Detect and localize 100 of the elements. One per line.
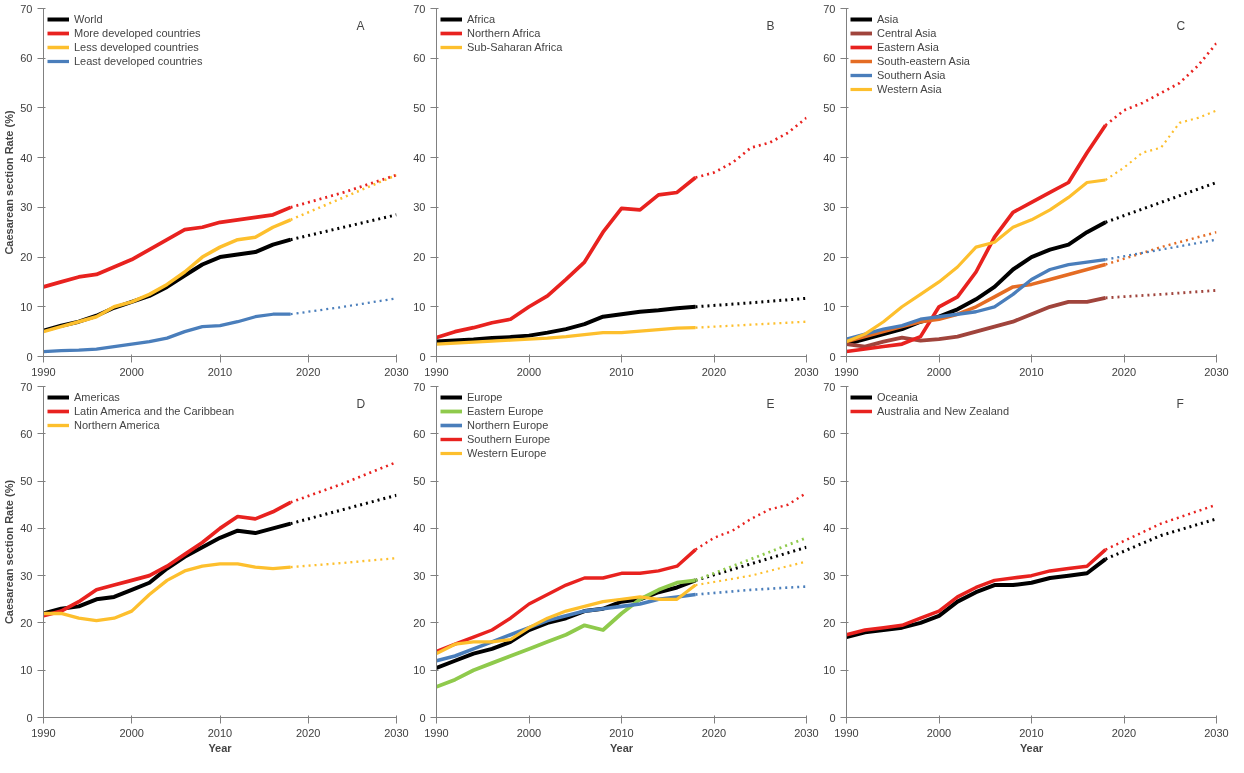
y-axis-title: Caesarean section Rate (%) xyxy=(3,479,16,625)
y-tick-label: 20 xyxy=(413,616,426,629)
x-tick-label: 1990 xyxy=(834,726,859,739)
legend-label: South-eastern Asia xyxy=(877,54,970,68)
x-tick-label: 2000 xyxy=(516,726,542,739)
x-tick-label: 2030 xyxy=(794,726,819,739)
x-tick-label: 2020 xyxy=(701,365,727,378)
x-tick-label: 2000 xyxy=(119,365,144,378)
legend-label: Least developed countries xyxy=(74,54,203,68)
y-tick-label: 0 xyxy=(419,350,426,363)
y-tick-label: 20 xyxy=(20,616,33,629)
y-tick-label: 70 xyxy=(20,380,33,393)
y-tick-label: 60 xyxy=(823,427,836,440)
x-axis-title: Year xyxy=(609,741,634,754)
x-tick-label: 2010 xyxy=(609,726,634,739)
legend-label: Less developed countries xyxy=(74,40,199,54)
y-tick-label: 40 xyxy=(413,522,426,535)
y-tick-label: 60 xyxy=(20,427,33,440)
annotation: F xyxy=(1176,396,1184,411)
x-tick-label: 2010 xyxy=(1019,726,1044,739)
y-tick-label: 10 xyxy=(413,300,426,313)
y-tick-label: 10 xyxy=(413,664,426,677)
y-tick-label: 50 xyxy=(823,475,836,488)
y-tick-label: 10 xyxy=(823,664,836,677)
y-tick-label: 40 xyxy=(413,151,426,164)
y-tick-label: 10 xyxy=(823,300,836,313)
legend-label: Sub-Saharan Africa xyxy=(467,40,563,54)
legend-label: Australia and New Zealand xyxy=(877,404,1010,418)
legend-label: Asia xyxy=(877,12,899,26)
legend-label: Americas xyxy=(74,390,120,404)
x-tick-label: 1990 xyxy=(424,726,449,739)
x-axis-title: Year xyxy=(208,741,233,754)
x-tick-label: 2010 xyxy=(207,726,233,739)
y-tick-label: 0 xyxy=(829,350,836,363)
y-tick-label: 0 xyxy=(26,711,33,724)
y-tick-label: 40 xyxy=(823,522,836,535)
y-tick-label: 60 xyxy=(20,52,33,65)
y-tick-label: 40 xyxy=(20,151,33,164)
y-tick-label: 50 xyxy=(823,101,836,114)
y-tick-label: 70 xyxy=(413,380,426,393)
legend-label: Western Asia xyxy=(877,82,942,96)
legend-label: Latin America and the Caribbean xyxy=(74,404,235,418)
y-tick-label: 50 xyxy=(20,101,33,114)
annotation: E xyxy=(766,396,775,411)
y-tick-label: 30 xyxy=(413,201,426,214)
annotation: B xyxy=(766,18,775,33)
y-axis-title: Caesarean section Rate (%) xyxy=(3,110,16,255)
y-tick-label: 40 xyxy=(823,151,836,164)
annotation: D xyxy=(356,396,366,411)
y-tick-label: 0 xyxy=(419,711,426,724)
x-tick-label: 2030 xyxy=(1204,726,1229,739)
legend-label: Europe xyxy=(467,390,503,404)
x-tick-label: 2010 xyxy=(1019,365,1044,378)
x-tick-label: 2030 xyxy=(384,365,409,378)
x-tick-label: 1990 xyxy=(31,365,56,378)
x-tick-label: 2030 xyxy=(1204,365,1229,378)
y-tick-label: 30 xyxy=(413,569,426,582)
y-tick-label: 30 xyxy=(20,201,33,214)
legend-label: Eastern Europe xyxy=(467,404,544,418)
x-tick-label: 2020 xyxy=(296,726,321,739)
y-tick-label: 10 xyxy=(20,300,33,313)
y-tick-label: 50 xyxy=(413,101,426,114)
annotation: A xyxy=(356,18,365,33)
x-tick-label: 2020 xyxy=(1111,726,1137,739)
legend-label: Eastern Asia xyxy=(877,40,939,54)
x-tick-label: 2030 xyxy=(794,365,819,378)
legend-label: Northern Africa xyxy=(467,26,541,40)
y-tick-label: 50 xyxy=(413,475,426,488)
y-tick-label: 0 xyxy=(26,350,33,363)
legend-label: Southern Europe xyxy=(467,432,551,446)
x-axis-title: Year xyxy=(1019,741,1044,754)
y-tick-label: 30 xyxy=(20,569,33,582)
legend-label: World xyxy=(74,12,103,26)
legend-label: Africa xyxy=(467,12,496,26)
x-tick-label: 2000 xyxy=(926,365,952,378)
x-tick-label: 1990 xyxy=(834,365,859,378)
x-tick-label: 2020 xyxy=(1111,365,1137,378)
y-tick-label: 60 xyxy=(823,52,836,65)
legend-label: Northern America xyxy=(74,418,160,432)
legend-label: Western Europe xyxy=(467,446,547,460)
x-tick-label: 2010 xyxy=(609,365,634,378)
y-tick-label: 10 xyxy=(20,664,33,677)
x-tick-label: 2000 xyxy=(119,726,144,739)
y-tick-label: 70 xyxy=(823,380,836,393)
y-tick-label: 60 xyxy=(413,427,426,440)
legend-label: More developed countries xyxy=(74,26,201,40)
y-tick-label: 20 xyxy=(823,251,836,264)
legend-label: Northern Europe xyxy=(467,418,549,432)
x-tick-label: 2020 xyxy=(701,726,727,739)
y-tick-label: 70 xyxy=(413,2,426,15)
y-tick-label: 50 xyxy=(20,475,33,488)
y-tick-label: 70 xyxy=(20,2,33,15)
x-tick-label: 2000 xyxy=(516,365,542,378)
legend-label: Oceania xyxy=(877,390,918,404)
x-tick-label: 2000 xyxy=(926,726,952,739)
x-tick-label: 2030 xyxy=(384,726,409,739)
y-tick-label: 20 xyxy=(20,251,33,264)
y-tick-label: 20 xyxy=(823,616,836,629)
x-tick-label: 2020 xyxy=(296,365,321,378)
annotation: C xyxy=(1176,18,1186,33)
